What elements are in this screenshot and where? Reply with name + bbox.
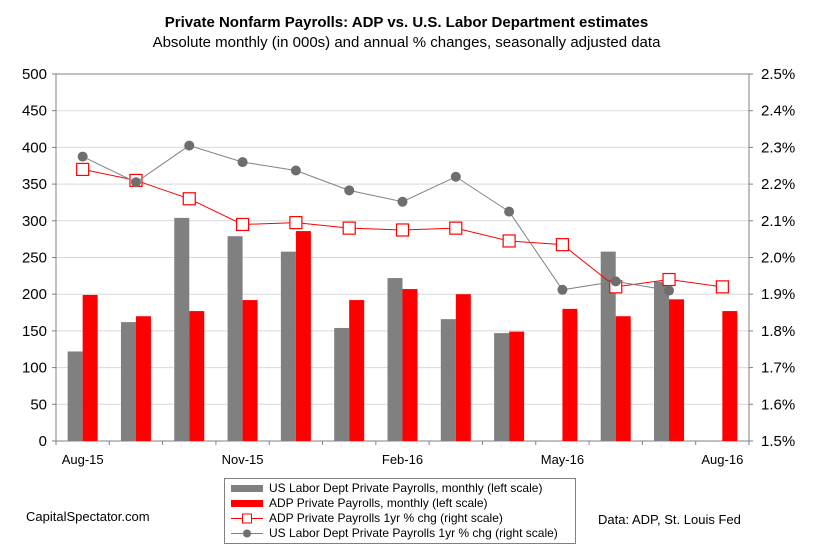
legend-label: ADP Private Payrolls, monthly (left scal… (269, 496, 488, 510)
point-us-labor-yoy (397, 196, 408, 207)
point-us-labor-yoy (237, 157, 248, 168)
point-us-labor-yoy (130, 177, 141, 188)
legend-label: US Labor Dept Private Payrolls 1yr % chg… (269, 526, 558, 540)
point-us-labor-yoy (77, 151, 88, 162)
bar-adp (615, 316, 631, 441)
bar-adp (349, 300, 365, 441)
point-adp-yoy (76, 162, 90, 177)
point-adp-yoy (662, 272, 676, 287)
x-tick-label: Aug-16 (701, 452, 743, 467)
point-adp-yoy (235, 217, 250, 232)
point-us-labor-yoy (450, 171, 461, 182)
y-left-tick-label: 200 (22, 286, 47, 303)
point-adp-yoy (289, 216, 303, 230)
bar-adp (722, 311, 738, 441)
grid-lines (56, 110, 749, 405)
y-right-tick-label: 1.6% (761, 396, 795, 413)
x-tick-label: May-16 (541, 452, 584, 467)
y-right-tick-label: 1.8% (761, 323, 795, 340)
x-tick-label: Feb-16 (382, 452, 423, 467)
point-adp-yoy (715, 280, 729, 294)
chart-title: Private Nonfarm Payrolls: ADP vs. U.S. L… (164, 14, 649, 31)
bar-us-labor (440, 319, 456, 441)
point-us-labor-yoy (664, 285, 675, 296)
x-tick-label: Nov-15 (222, 452, 264, 467)
y-right-tick-label: 2.1% (761, 213, 795, 230)
bar-us-labor (174, 217, 190, 441)
point-adp-yoy (555, 238, 570, 252)
legend-swatch-red-square-line (231, 513, 263, 524)
y-left-tick-label: 450 (22, 103, 47, 120)
source-credit: CapitalSpectator.com (26, 509, 150, 524)
point-us-labor-yoy (557, 284, 568, 295)
point-us-labor-yoy (184, 140, 195, 151)
point-adp-yoy (342, 221, 356, 235)
chart-subtitle: Absolute monthly (in 000s) and annual % … (152, 34, 661, 51)
bar-adp (295, 231, 311, 441)
x-tick-label: Aug-15 (62, 452, 104, 467)
bar-adp (402, 289, 418, 441)
legend: US Labor Dept Private Payrolls, monthly … (224, 478, 576, 544)
x-axis: Aug-15 Nov-15 Feb-16 May-16 Aug-16 (55, 441, 750, 467)
point-us-labor-yoy (290, 165, 301, 176)
y-left-tick-label: 400 (22, 139, 47, 156)
point-us-labor-yoy (610, 276, 621, 287)
bar-us-labor (280, 251, 296, 441)
bar-adp (242, 300, 258, 441)
bar-us-labor (494, 333, 510, 441)
y-left-tick-label: 100 (22, 360, 47, 377)
y-right-tick-label: 2.2% (761, 176, 795, 193)
bar-us-labor (334, 327, 350, 441)
bar-adp (509, 331, 525, 441)
y-right-tick-label: 2.5% (761, 66, 795, 83)
bar-adp (669, 299, 685, 441)
bar-us-labor (387, 278, 403, 441)
y-left-tick-label: 0 (39, 433, 47, 450)
bar-adp (562, 308, 578, 441)
y-right-tick-label: 1.7% (761, 360, 795, 377)
y-left-tick-label: 350 (22, 176, 47, 193)
y-left-tick-label: 50 (30, 396, 47, 413)
y-left-tick-label: 500 (22, 66, 47, 83)
y-right-tick-label: 2.0% (761, 250, 795, 267)
point-us-labor-yoy (344, 185, 355, 196)
lines-group (76, 140, 729, 296)
y-right-tick-label: 1.5% (761, 433, 795, 450)
bar-adp (189, 311, 205, 441)
y-left-tick-label: 150 (22, 323, 47, 340)
point-adp-yoy (449, 221, 463, 235)
bars-group (67, 217, 738, 441)
bar-adp (135, 316, 151, 441)
y-right-tick-label: 2.3% (761, 139, 795, 156)
point-adp-yoy (395, 223, 410, 237)
bar-adp (82, 294, 98, 441)
point-adp-yoy (182, 192, 196, 206)
legend-swatch-red-bar (231, 500, 263, 507)
y-left-tick-label: 300 (22, 213, 47, 230)
y-right-tick-label: 2.4% (761, 103, 795, 120)
y-axis-right: 1.5% 1.6% 1.7% 1.8% 1.9% 2.0% 2.1% 2.2% 2.3% 2.4%… (749, 66, 795, 450)
line-us-labor-yoy (82, 145, 670, 292)
point-us-labor-yoy (504, 206, 515, 217)
bar-us-labor (654, 281, 670, 441)
y-axis-left: 0 50 100 150 200 250 300 350 400 450 500 (22, 66, 56, 450)
y-left-tick-label: 250 (22, 250, 47, 267)
bar-us-labor (600, 251, 616, 441)
legend-label: ADP Private Payrolls 1yr % chg (right sc… (269, 511, 503, 525)
y-right-tick-label: 1.9% (761, 286, 795, 303)
legend-swatch-gray-circle-line (231, 529, 263, 538)
bar-us-labor (67, 351, 83, 441)
data-source: Data: ADP, St. Louis Fed (598, 512, 741, 527)
legend-swatch-gray-bar (231, 485, 263, 492)
bar-us-labor (227, 236, 243, 441)
bar-adp (455, 294, 471, 441)
legend-label: US Labor Dept Private Payrolls, monthly … (269, 481, 543, 495)
bar-us-labor (120, 322, 136, 441)
point-adp-yoy (502, 234, 516, 248)
